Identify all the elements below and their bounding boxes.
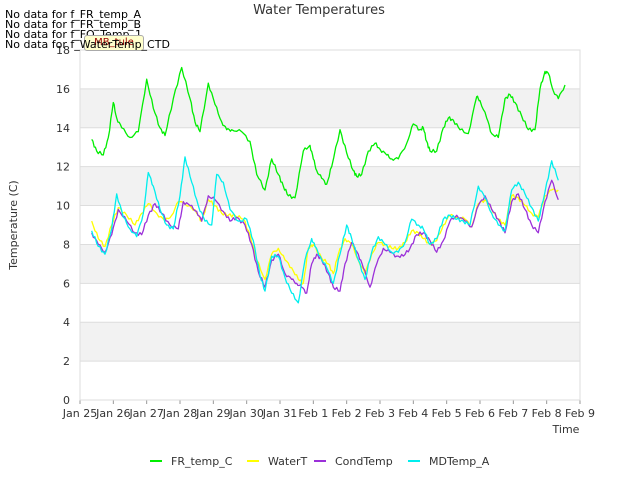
x-tick-label: Jan 31 — [262, 407, 297, 420]
x-tick-label: Feb 5 — [432, 407, 462, 420]
no-data-message: No data for f_FR_temp_A — [5, 8, 141, 21]
legend-label: CondTemp — [335, 455, 393, 468]
site-tooltip-badge[interactable]: MB_tule — [84, 35, 144, 51]
x-tick-label: Feb 6 — [465, 407, 495, 420]
band — [80, 88, 580, 128]
x-tick-label: Jan 30 — [228, 407, 263, 420]
series-line-MDTemp_A — [91, 156, 559, 304]
y-tick-label: 10 — [56, 200, 70, 213]
x-tick-label: Jan 28 — [162, 407, 197, 420]
no-data-message: No data for f_WaterTemp_CTD — [5, 38, 170, 51]
x-tick-label: Feb 2 — [332, 407, 362, 420]
series-line-CondTemp — [91, 179, 559, 294]
x-tick-label: Feb 7 — [498, 407, 528, 420]
legend-label: WaterT — [268, 455, 308, 468]
no-data-message: No data for f_FR_temp_B — [5, 18, 142, 31]
chart-title: Water Temperatures — [253, 3, 385, 18]
x-tick-label: Feb 4 — [398, 407, 428, 420]
y-tick-label: 8 — [63, 238, 70, 251]
y-tick-label: 6 — [63, 277, 70, 290]
x-tick-label: Jan 29 — [195, 407, 230, 420]
y-tick-label: 14 — [56, 122, 70, 135]
y-axis-label: Temperature (C) — [7, 180, 20, 270]
band — [80, 322, 580, 362]
x-tick-label: Feb 8 — [532, 407, 562, 420]
x-tick-label: Jan 27 — [128, 407, 163, 420]
x-tick-label: Feb 1 — [298, 407, 328, 420]
legend-label: MDTemp_A — [429, 455, 490, 468]
series-lines — [91, 66, 566, 304]
y-tick-label: 18 — [56, 44, 70, 57]
y-tick-label: 12 — [56, 161, 70, 174]
y-tick-label: 2 — [63, 355, 70, 368]
x-tick-label: Jan 26 — [95, 407, 130, 420]
legend-label: FR_temp_C — [171, 455, 233, 468]
no-data-message: No data for f_FO_Temp_1 — [5, 28, 143, 41]
background-bands — [80, 88, 580, 362]
x-tick-label: Feb 9 — [565, 407, 595, 420]
y-tick-label: 16 — [56, 83, 70, 96]
x-axis-label: Time — [552, 423, 580, 436]
legend: FR_temp_C WaterT CondTemp MDTemp_A — [150, 455, 490, 468]
x-tick-label: Jan 25 — [62, 407, 97, 420]
y-tick-label: 0 — [63, 394, 70, 407]
x-tick-label: Feb 3 — [365, 407, 395, 420]
plot-border — [79, 49, 581, 401]
series-line-FR_temp_C — [91, 66, 566, 199]
axes — [79, 49, 581, 404]
y-tick-label: 4 — [63, 316, 70, 329]
